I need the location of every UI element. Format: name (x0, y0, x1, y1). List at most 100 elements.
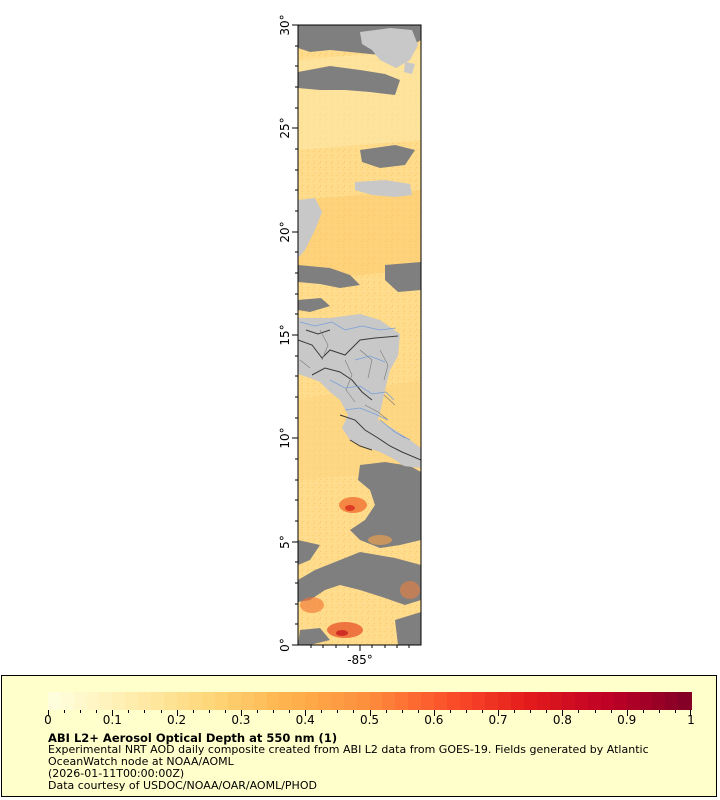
colorbar-segment (665, 692, 679, 710)
colorbar-minor-tick (289, 710, 291, 713)
colorbar-minor-tick (642, 710, 644, 713)
colorbar-segment (472, 692, 486, 710)
colorbar-minor-tick (273, 710, 275, 713)
colorbar-minor-tick (674, 710, 676, 713)
rivers (299, 321, 411, 441)
colorbar-segment (279, 692, 293, 710)
colorbar-segment (240, 692, 255, 710)
colorbar-tick (433, 710, 435, 716)
colorbar-segment (639, 692, 653, 710)
land-regions (298, 28, 421, 468)
colorbar-segment (408, 692, 422, 710)
colorbar-minor-tick (385, 710, 387, 713)
colorbar-segment (73, 692, 88, 710)
colorbar-tick-label: 0.8 (552, 713, 572, 727)
high-aod-spots (300, 497, 420, 638)
colorbar-segment (202, 692, 216, 710)
colorbar-tick-label: 1 (687, 713, 695, 727)
colorbar-segment (356, 692, 371, 710)
colorbar-tick (48, 710, 49, 716)
colorbar-tick-label: 0.3 (231, 713, 251, 727)
legend-text: ABI L2+ Aerosol Optical Depth at 550 nm … (48, 732, 708, 792)
colorbar-segment (536, 692, 551, 710)
colorbar-segment (562, 692, 576, 710)
colorbar-segment (652, 692, 666, 710)
colorbar-minor-tick (96, 710, 98, 713)
colorbar (48, 692, 692, 710)
colorbar-segment (523, 692, 538, 710)
colorbar-minor-tick (594, 710, 596, 713)
colorbar-tick (176, 710, 178, 716)
colorbar-minor-tick (353, 710, 355, 713)
colorbar-segment (112, 692, 126, 710)
colorbar-segment (60, 692, 75, 710)
colorbar-segment (485, 692, 499, 710)
lat-tick-label: 25° (278, 117, 292, 138)
colorbar-segment (189, 692, 203, 710)
colorbar-segment (253, 692, 268, 710)
colorbar-tick (369, 710, 371, 716)
legend-title: ABI L2+ Aerosol Optical Depth at 550 nm … (48, 731, 338, 745)
colorbar-segment (575, 692, 589, 710)
colorbar-tick (498, 710, 500, 716)
colorbar-segment (176, 692, 191, 710)
colorbar-minor-tick (192, 710, 194, 713)
lat-tick-label: 0° (278, 638, 292, 652)
legend-date: (2026-01-11T00:00:00Z) (48, 767, 185, 780)
colorbar-tick (690, 710, 691, 716)
colorbar-segment (228, 692, 242, 710)
lat-tick-label: 30° (278, 14, 292, 35)
colorbar-tick (112, 710, 114, 716)
colorbar-tick (562, 710, 564, 716)
colorbar-minor-tick (530, 710, 532, 713)
colorbar-segment (305, 692, 319, 710)
colorbar-segment (498, 692, 512, 710)
lon-tick-label: -85° (347, 653, 373, 667)
colorbar-segment (138, 692, 152, 710)
colorbar-segment (369, 692, 383, 710)
colorbar-minor-tick (578, 710, 580, 713)
lat-tick-label: 10° (278, 427, 292, 448)
colorbar-segment (549, 692, 563, 710)
colorbar-segment (163, 692, 178, 710)
colorbar-segment (510, 692, 525, 710)
colorbar-tick (305, 710, 307, 716)
colorbar-minor-tick (64, 710, 66, 713)
colorbar-segment (99, 692, 113, 710)
colorbar-minor-tick (144, 710, 146, 713)
colorbar-tick (626, 710, 628, 716)
colorbar-segment (433, 692, 448, 710)
colorbar-segment (382, 692, 396, 710)
colorbar-ticks (48, 710, 691, 718)
colorbar-minor-tick (128, 710, 130, 713)
colorbar-minor-tick (337, 710, 339, 713)
colorbar-segment (626, 692, 641, 710)
colorbar-segment (678, 692, 692, 710)
legend-description: Experimental NRT AOD daily composite cre… (48, 743, 649, 768)
colorbar-segment (613, 692, 628, 710)
lat-tick-label: 20° (278, 221, 292, 242)
map-plot (298, 25, 421, 645)
colorbar-segment (343, 692, 358, 710)
colorbar-tick-label: 0.1 (102, 713, 122, 727)
colorbar-minor-tick (401, 710, 403, 713)
colorbar-segment (318, 692, 332, 710)
colorbar-segment (86, 692, 101, 710)
colorbar-segment (266, 692, 281, 710)
colorbar-segment (48, 692, 62, 710)
lon-axis (310, 645, 410, 651)
colorbar-tick-label: 0.4 (295, 713, 315, 727)
colorbar-segment (395, 692, 409, 710)
lat-tick-label: 5° (278, 535, 292, 549)
colorbar-tick-label: 0.7 (488, 713, 508, 727)
colorbar-minor-tick (417, 710, 419, 713)
colorbar-minor-tick (160, 710, 162, 713)
colorbar-segment (150, 692, 165, 710)
colorbar-minor-tick (482, 710, 484, 713)
colorbar-minor-tick (80, 710, 82, 713)
colorbar-segment (600, 692, 615, 710)
colorbar-minor-tick (321, 710, 323, 713)
country-borders (298, 329, 421, 461)
colorbar-segment (125, 692, 139, 710)
lat-tick-label: 15° (278, 324, 292, 345)
